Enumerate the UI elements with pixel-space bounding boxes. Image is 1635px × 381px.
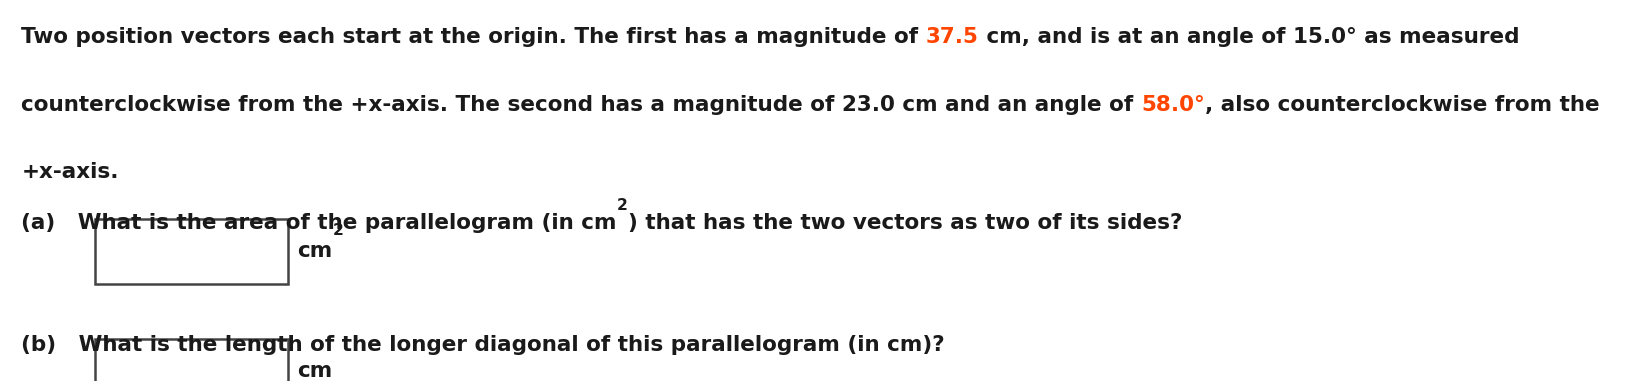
- Text: , also counterclockwise from the: , also counterclockwise from the: [1205, 95, 1599, 115]
- Text: Two position vectors each start at the origin. The first has a magnitude of: Two position vectors each start at the o…: [21, 27, 925, 46]
- Text: cm: cm: [298, 362, 334, 381]
- Text: cm, and is at an angle of 15.0° as measured: cm, and is at an angle of 15.0° as measu…: [979, 27, 1519, 46]
- Bar: [95, 339, 288, 381]
- Text: +x-axis.: +x-axis.: [21, 162, 119, 182]
- Text: (a)   What is the area of the parallelogram (in cm: (a) What is the area of the parallelogra…: [21, 213, 616, 233]
- Text: counterclockwise from the +x-axis. The second has a magnitude of 23.0 cm and an : counterclockwise from the +x-axis. The s…: [21, 95, 1141, 115]
- Text: 2: 2: [334, 223, 343, 238]
- Text: 58.0°: 58.0°: [1141, 95, 1205, 115]
- Text: cm: cm: [298, 242, 334, 261]
- Text: (b)   What is the length of the longer diagonal of this parallelogram (in cm)?: (b) What is the length of the longer dia…: [21, 335, 945, 355]
- Text: 37.5: 37.5: [925, 27, 979, 46]
- Text: ) that has the two vectors as two of its sides?: ) that has the two vectors as two of its…: [628, 213, 1182, 233]
- Text: 2: 2: [616, 198, 628, 213]
- Bar: [95, 219, 288, 284]
